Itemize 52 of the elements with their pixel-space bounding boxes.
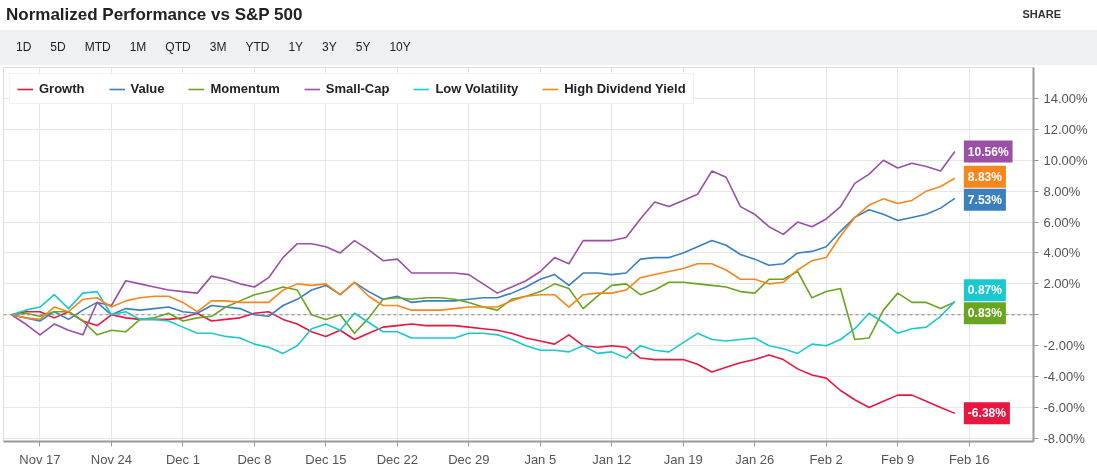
legend-label: High Dividend Yield xyxy=(564,81,686,96)
text: 3M xyxy=(208,39,228,56)
text: 10Y xyxy=(388,39,412,56)
y-tick-label: -4.00% xyxy=(1043,369,1086,385)
y-tick-label: -8.00% xyxy=(1043,430,1086,446)
x-tick-label: Feb 16 xyxy=(948,451,990,467)
x-tick-label: Dec 22 xyxy=(376,451,418,467)
x-tick-label: Jan 5 xyxy=(524,451,557,467)
x-tick-label: Feb 2 xyxy=(809,451,843,467)
y-tick-label: -2.00% xyxy=(1043,338,1086,354)
text: 5D xyxy=(49,39,67,56)
legend-label: Small-Cap xyxy=(325,81,390,96)
text: MTD xyxy=(83,39,112,56)
data-label: 7.53% xyxy=(967,192,1003,207)
x-tick-label: Jan 12 xyxy=(592,451,632,467)
x-tick-label: Feb 9 xyxy=(881,451,915,467)
y-tick-label: 14.00% xyxy=(1043,90,1089,106)
x-tick-label: Dec 1 xyxy=(165,451,200,467)
data-label: 8.83% xyxy=(967,169,1003,184)
text: 1D xyxy=(15,39,33,56)
x-tick-label: Jan 26 xyxy=(735,451,775,467)
legend-label: Value xyxy=(130,81,165,96)
x-tick-label: Dec 15 xyxy=(305,451,347,467)
x-tick-label: Jan 19 xyxy=(663,451,703,467)
text: QTD xyxy=(164,39,192,56)
text: 3Y xyxy=(321,39,338,56)
text: SHARE xyxy=(1022,7,1061,23)
data-label: 10.56% xyxy=(967,144,1009,159)
y-tick-label: 8.00% xyxy=(1043,183,1081,199)
x-tick-label: Dec 29 xyxy=(448,451,490,467)
text: 5Y xyxy=(354,39,372,56)
text: 1Y xyxy=(287,39,305,56)
y-tick-label: -6.00% xyxy=(1043,400,1086,415)
y-tick-label: 2.00% xyxy=(1043,276,1081,292)
legend-label: Growth xyxy=(39,81,85,96)
legend-label: Momentum xyxy=(210,81,280,96)
line-series xyxy=(10,150,956,336)
x-tick-label: Nov 24 xyxy=(90,451,133,467)
y-tick-label: 6.00% xyxy=(1043,214,1081,230)
x-tick-label: Dec 8 xyxy=(237,451,272,467)
data-label: 0.87% xyxy=(967,283,1003,298)
chart-title: Normalized Performance vs S&P 500 xyxy=(6,3,303,26)
text: YTD xyxy=(244,39,271,56)
y-tick-label: 4.00% xyxy=(1043,245,1081,261)
data-label: 0.83% xyxy=(967,306,1003,321)
line-series xyxy=(10,290,956,359)
x-tick-label: Nov 17 xyxy=(19,451,61,467)
y-tick-label: 12.00% xyxy=(1043,121,1089,137)
data-label: -6.38% xyxy=(967,406,1007,421)
text: 1M xyxy=(128,39,148,56)
y-tick-label: 10.00% xyxy=(1043,152,1089,168)
legend-label: Low Volatility xyxy=(435,81,519,96)
